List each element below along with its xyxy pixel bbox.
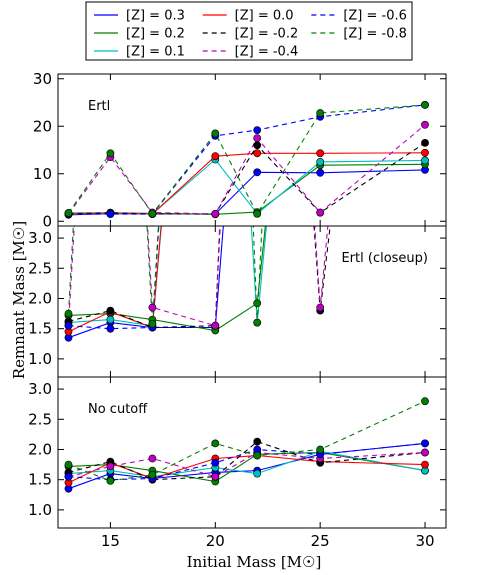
data-point [421, 460, 429, 469]
series-line [68, 104, 426, 215]
legend-label: [Z] = -0.6 [343, 9, 407, 24]
data-point [316, 157, 325, 166]
data-point [253, 134, 262, 142]
y-tick-label: 2.5 [28, 259, 52, 277]
chart-panel: 1.0 1.5 2.0 2.5 3.0 Ertl (closeup) [28, 225, 447, 378]
chart-panel: 1.0 1.5 2.0 2.5 3.0 15 20 25 30 No cutoff [28, 376, 447, 550]
data-point [316, 208, 325, 217]
chart-panel: 0 10 20 30 Ertl [33, 70, 447, 230]
y-tick-label: 30 [33, 70, 52, 88]
data-point [316, 149, 325, 158]
data-point [148, 454, 157, 463]
series-line [68, 454, 426, 484]
y-tick-label: 2.0 [28, 440, 52, 458]
x-tick-label: 25 [311, 532, 330, 550]
y-tick-label: 1.0 [28, 501, 52, 519]
data-point [64, 309, 73, 318]
legend: [Z] = 0.3 [Z] = 0.2 [Z] = 0.1 [Z] = 0.0 [Z] … [85, 1, 413, 61]
panel-frame [57, 225, 447, 378]
panel-label: Ertl (closeup) [341, 251, 428, 266]
panel-label: No cutoff [88, 402, 148, 417]
y-tick-label: 1.5 [28, 320, 52, 338]
y-tick-label: 1.0 [28, 350, 52, 368]
data-point [211, 321, 220, 330]
data-point [211, 439, 220, 448]
legend-label: [Z] = 0.0 [235, 9, 294, 24]
data-point [64, 208, 73, 217]
panel-label: Ertl [88, 99, 110, 114]
y-tick-label: 10 [33, 165, 52, 183]
legend-label: [Z] = -0.2 [235, 27, 299, 42]
legend-box [85, 1, 413, 61]
data-point [253, 451, 262, 460]
data-point [253, 209, 262, 218]
data-point [211, 152, 220, 161]
data-point [421, 439, 429, 448]
legend-label: [Z] = 0.2 [126, 27, 185, 42]
y-axis-title: Remnant Mass [M☉] [10, 221, 28, 379]
y-tick-label: 0 [42, 212, 52, 230]
data-point [106, 315, 115, 324]
y-tick-label: 2.0 [28, 289, 52, 307]
legend-label: [Z] = -0.8 [343, 27, 407, 42]
data-point [106, 210, 115, 218]
data-point [106, 324, 115, 333]
data-point [148, 209, 157, 218]
data-point [148, 319, 157, 328]
data-point [421, 120, 429, 129]
x-axis-title: Initial Mass [M☉] [187, 553, 322, 571]
y-tick-label: 3.0 [28, 229, 52, 247]
data-point [253, 437, 262, 446]
data-point [64, 321, 73, 330]
data-point [211, 209, 220, 218]
data-point [106, 149, 115, 158]
data-point [253, 318, 262, 327]
data-point [64, 460, 73, 469]
data-point [148, 470, 157, 479]
data-point [211, 129, 220, 138]
data-point [106, 476, 115, 485]
data-point [421, 101, 429, 109]
legend-label: [Z] = -0.4 [235, 45, 299, 60]
y-tick-label: 20 [33, 117, 52, 135]
series-line [68, 158, 426, 215]
data-point [211, 472, 220, 481]
data-point [253, 141, 262, 150]
data-point [253, 469, 262, 478]
data-point [421, 138, 429, 147]
data-point [421, 156, 429, 165]
legend-label: [Z] = 0.1 [126, 45, 185, 60]
data-point [253, 149, 262, 158]
data-point [64, 472, 73, 481]
data-point [316, 303, 325, 312]
data-point [421, 448, 429, 457]
data-point [421, 148, 429, 157]
series-line [68, 104, 426, 215]
legend-label: [Z] = 0.3 [126, 9, 185, 24]
y-tick-label: 3.0 [28, 380, 52, 398]
data-point [253, 299, 262, 308]
series-line [68, 169, 426, 216]
data-point [253, 168, 262, 177]
data-point [106, 462, 115, 471]
data-point [316, 109, 325, 117]
data-point [421, 397, 429, 406]
data-point [316, 168, 325, 177]
data-point [253, 126, 262, 135]
chart-panels: 0 10 20 30 Ertl 1.0 1.5 2.0 2.5 3.0 Ertl (closeup)… [28, 70, 447, 550]
y-tick-label: 1.5 [28, 471, 52, 489]
x-tick-label: 30 [415, 532, 434, 550]
data-point [316, 445, 325, 454]
x-tick-label: 20 [206, 532, 225, 550]
data-point [148, 303, 157, 312]
panel-frame [57, 376, 447, 529]
x-tick-label: 15 [101, 532, 120, 550]
data-point [211, 458, 220, 467]
data-point [106, 306, 115, 315]
y-tick-label: 2.5 [28, 410, 52, 428]
